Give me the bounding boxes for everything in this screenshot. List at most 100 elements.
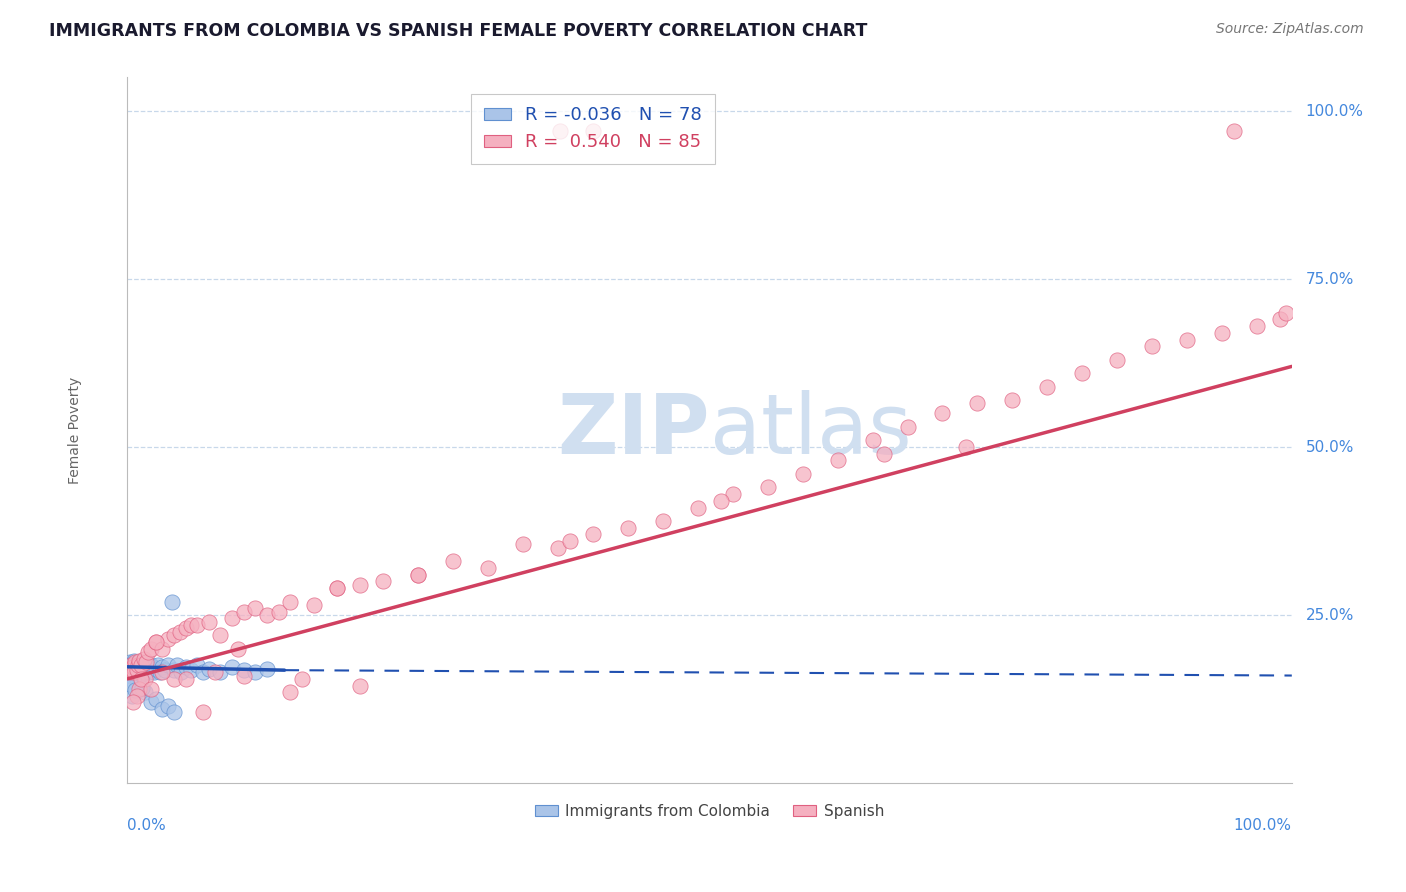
Point [873,447,896,461]
Point [143,665,166,680]
Point [118,665,141,680]
Point [617,521,640,535]
Point [1175,333,1198,347]
Point [124,658,146,673]
Point [302,598,325,612]
Point [118,655,141,669]
Point [180,618,202,632]
Point [128,654,150,668]
Point [124,668,146,682]
Point [191,706,214,720]
Point [128,681,150,696]
Point [129,665,152,680]
Point [132,658,155,673]
Point [232,605,254,619]
Point [145,635,167,649]
Point [477,561,499,575]
Point [792,467,814,481]
Point [157,658,180,673]
Text: 75.0%: 75.0% [1306,271,1354,286]
Point [652,514,675,528]
Point [1246,319,1268,334]
Point [138,665,160,680]
Point [163,672,186,686]
Point [174,622,197,636]
Point [142,660,165,674]
Point [1107,352,1129,367]
Point [145,635,167,649]
Point [122,665,145,680]
Point [862,434,884,448]
Point [129,658,152,673]
Point [121,663,143,677]
Point [132,663,155,677]
Point [1071,366,1094,380]
Point [128,655,150,669]
Point [153,663,176,677]
Point [136,663,159,677]
Point [267,605,290,619]
Text: 100.0%: 100.0% [1306,103,1364,119]
Point [198,615,221,629]
Point [558,534,581,549]
Point [125,689,148,703]
Point [122,662,145,676]
Point [128,658,150,673]
Point [150,665,173,680]
Point [157,632,180,646]
Point [441,554,464,568]
Point [134,665,156,680]
Point [120,668,142,682]
Point [163,706,186,720]
Text: 50.0%: 50.0% [1306,440,1354,455]
Text: atlas: atlas [710,390,911,471]
Point [131,681,153,695]
Point [186,618,208,632]
Text: IMMIGRANTS FROM COLOMBIA VS SPANISH FEMALE POVERTY CORRELATION CHART: IMMIGRANTS FROM COLOMBIA VS SPANISH FEMA… [49,22,868,40]
Point [125,672,148,686]
Point [145,662,167,676]
Point [124,660,146,674]
Point [139,641,162,656]
Point [122,665,145,680]
Point [180,663,202,677]
Point [127,663,149,677]
Point [278,594,301,608]
Point [245,601,267,615]
Point [209,628,232,642]
Point [131,662,153,676]
Legend: Immigrants from Colombia, Spanish: Immigrants from Colombia, Spanish [529,797,890,825]
Point [125,672,148,686]
Point [122,675,145,690]
Point [129,658,152,673]
Point [157,698,180,713]
Text: Source: ZipAtlas.com: Source: ZipAtlas.com [1216,22,1364,37]
Point [135,655,157,669]
Point [349,578,371,592]
Point [124,655,146,669]
Point [118,676,141,690]
Point [128,679,150,693]
Point [966,396,988,410]
Text: 25.0%: 25.0% [1306,607,1354,623]
Point [149,665,172,680]
Point [1036,379,1059,393]
Point [122,695,145,709]
Point [125,663,148,677]
Point [145,692,167,706]
Point [118,665,141,680]
Point [721,487,744,501]
Text: ZIP: ZIP [557,390,710,471]
Point [129,681,152,696]
Point [1211,326,1233,340]
Point [117,658,139,673]
Point [146,658,169,673]
Point [136,660,159,674]
Point [121,689,143,703]
Point [120,658,142,673]
Point [139,681,162,696]
Point [139,695,162,709]
Point [163,628,186,642]
Point [512,537,534,551]
Point [170,665,193,680]
